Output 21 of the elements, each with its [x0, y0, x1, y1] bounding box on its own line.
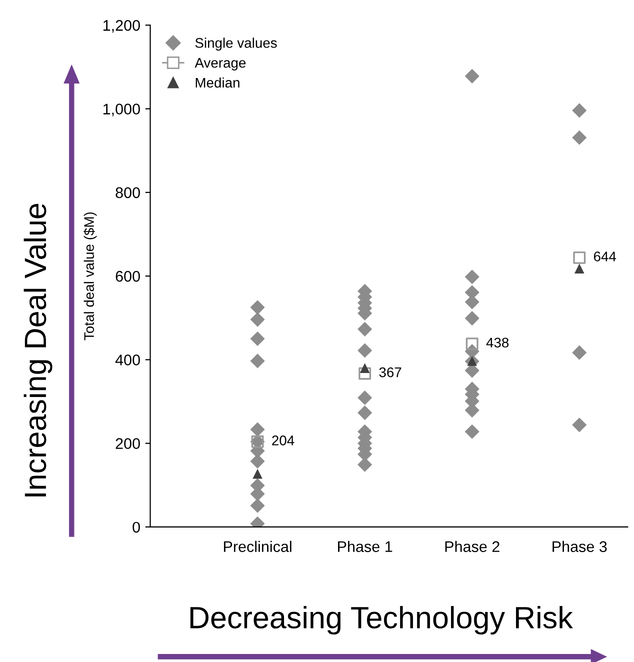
y-tick-label: 0 — [132, 522, 140, 533]
x-tick-label: Phase 3 — [552, 540, 607, 552]
y-tick-label: 400 — [115, 354, 140, 366]
data-label: 367 — [379, 367, 402, 378]
legend-label: Average — [194, 58, 246, 70]
legend-label: Median — [196, 77, 240, 88]
y-axis-title: Total deal value ($M) — [84, 212, 97, 340]
text: Increasing Deal Value — [24, 204, 52, 496]
data-label: 438 — [486, 338, 509, 348]
y-tick-label: 1,000 — [103, 104, 140, 116]
x-tick-label: Preclinical — [224, 540, 292, 552]
y-tick-label: 600 — [116, 270, 140, 282]
data-label: 204 — [272, 436, 294, 446]
x-tick-label: Phase 2 — [445, 540, 500, 552]
y-tick-label: 200 — [116, 438, 140, 450]
y-tick-label: 1,200 — [103, 20, 140, 33]
legend-label: Single values — [195, 38, 277, 51]
x-tick-label: Phase 1 — [338, 540, 392, 552]
text: Decreasing Technology Risk — [190, 606, 573, 635]
data-label: 644 — [594, 252, 616, 262]
y-tick-label: 800 — [116, 187, 140, 198]
